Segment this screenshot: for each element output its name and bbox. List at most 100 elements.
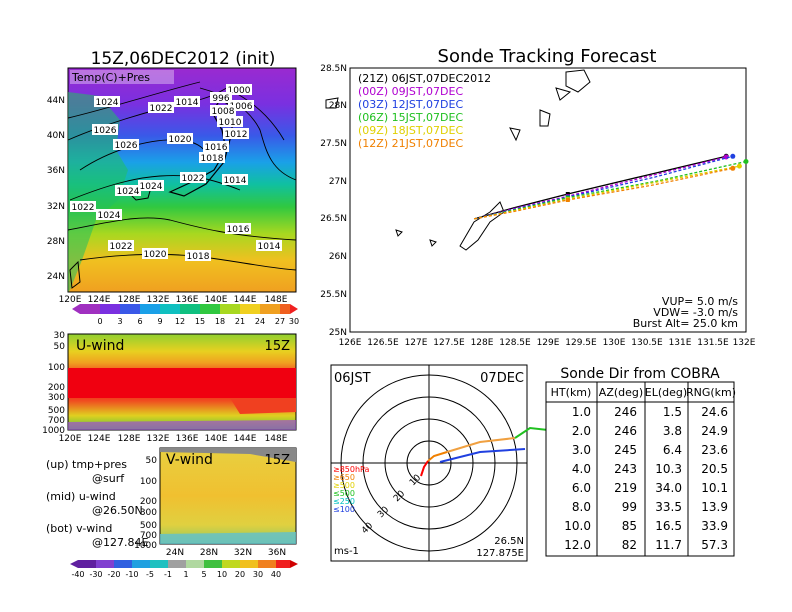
hodo-segment-650 bbox=[427, 451, 448, 462]
hodograph-level-legend: ≥850hPa ≥650 ≥500 ≤500 ≤250 ≤100 bbox=[333, 465, 370, 514]
level-entry: ≥500 bbox=[333, 481, 355, 490]
isobar-label: 1018 bbox=[199, 152, 225, 164]
lon-tick: 128.5E bbox=[499, 338, 531, 348]
legend-entry: (21Z) 06JST,07DEC2012 bbox=[358, 72, 491, 85]
lon-tick: 130.5E bbox=[631, 338, 663, 348]
table-cell: 3.8 bbox=[663, 424, 682, 438]
lat-tick: 27.5N bbox=[320, 139, 347, 149]
isobar-label: 1024 bbox=[115, 185, 141, 197]
colorbar-label: 20 bbox=[235, 570, 245, 579]
table-row: 10.0 85 16.5 33.9 bbox=[564, 519, 728, 533]
track-legend: (21Z) 06JST,07DEC2012 (00Z) 09JST,07DEC … bbox=[358, 72, 491, 150]
island-outline bbox=[539, 109, 551, 127]
lat-tick: 40N bbox=[47, 131, 65, 141]
pressure-tick: 500 bbox=[140, 521, 157, 531]
colorbar-label: 30 bbox=[289, 317, 299, 326]
pressure-tick: 100 bbox=[140, 477, 157, 487]
svg-text:1000: 1000 bbox=[228, 86, 251, 96]
table-cell: 34.0 bbox=[655, 481, 682, 495]
svg-text:1024: 1024 bbox=[117, 187, 140, 197]
pressure-tick: 300 bbox=[48, 393, 65, 403]
legend-entry: (12Z) 21JST,07DEC bbox=[358, 137, 463, 150]
island-outline bbox=[429, 239, 437, 247]
track-lines bbox=[473, 153, 749, 220]
table-cell: 245 bbox=[614, 443, 637, 457]
isobar-label: 1014 bbox=[174, 96, 200, 108]
lat-tick: 32N bbox=[234, 548, 252, 558]
track-endpoint bbox=[736, 163, 742, 169]
isobar-labels: 1024 1022 1014 1026 1026 1020 1010 1012 … bbox=[70, 84, 282, 262]
hodograph-date: 07DEC bbox=[480, 371, 524, 386]
svg-text:1024: 1024 bbox=[96, 98, 119, 108]
colorbar-label: -10 bbox=[125, 570, 138, 579]
hodo-segment-500 bbox=[446, 437, 516, 453]
colorbar-label: 12 bbox=[175, 317, 185, 326]
table-row: 2.0 246 3.8 24.9 bbox=[572, 424, 728, 438]
svg-text:1018: 1018 bbox=[201, 154, 224, 164]
hodograph-lon: 127.875E bbox=[476, 548, 524, 559]
hodo-segment-upper bbox=[514, 426, 549, 439]
table-cell: 6.0 bbox=[572, 481, 591, 495]
lon-tick: 148E bbox=[265, 295, 288, 305]
lat-tick: 28N bbox=[47, 237, 65, 247]
table-cell: 246 bbox=[614, 424, 637, 438]
panel-notes: (up) tmp+pres @surf (mid) u-wind @26.50N… bbox=[46, 458, 148, 549]
table-cell: 10.1 bbox=[701, 481, 728, 495]
v-wind-time: 15Z bbox=[265, 453, 291, 468]
table-cell: 10.3 bbox=[655, 462, 682, 476]
temp-colorbar-labels: 0 3 6 9 12 15 18 21 24 27 30 bbox=[97, 317, 299, 326]
island-outline bbox=[565, 69, 591, 93]
table-cell: 3.0 bbox=[572, 443, 591, 457]
lon-tick: 132E bbox=[147, 434, 170, 444]
lon-tick: 120E bbox=[59, 295, 82, 305]
table-row: 6.0 219 34.0 10.1 bbox=[572, 481, 728, 495]
hodograph-time: 06JST bbox=[334, 371, 371, 386]
table-cell: 13.9 bbox=[701, 500, 728, 514]
table-cell: 1.0 bbox=[572, 405, 591, 419]
table-row: 1.0 246 1.5 24.6 bbox=[572, 405, 728, 419]
param-line: Burst Alt= 25.0 km bbox=[633, 317, 738, 330]
table-header-cell: AZ(deg) bbox=[599, 386, 643, 399]
level-entry: ≤250 bbox=[333, 497, 355, 506]
table-cell: 24.9 bbox=[701, 424, 728, 438]
lon-tick: 127.5E bbox=[433, 338, 465, 348]
pressure-tick: 200 bbox=[48, 383, 65, 393]
svg-text:1016: 1016 bbox=[205, 143, 228, 153]
table-cell: 1.5 bbox=[663, 405, 682, 419]
track-endpoint bbox=[730, 153, 736, 159]
svg-text:1024: 1024 bbox=[140, 182, 163, 192]
lon-tick: 129.5E bbox=[565, 338, 597, 348]
isobar-label: 1014 bbox=[256, 240, 282, 252]
table-cell: 219 bbox=[614, 481, 637, 495]
svg-text:1022: 1022 bbox=[182, 174, 205, 184]
lat-tick: 24N bbox=[47, 272, 65, 282]
svg-text:1022: 1022 bbox=[72, 203, 95, 213]
pressure-tick: 50 bbox=[54, 342, 66, 352]
pressure-tick: 30 bbox=[54, 331, 66, 341]
note-line: (mid) u-wind bbox=[46, 490, 116, 503]
lon-tick: 131.5E bbox=[697, 338, 729, 348]
pressure-tick: 700 bbox=[140, 531, 157, 541]
isobar-label: 1022 bbox=[70, 201, 96, 213]
u-wind-title: U-wind bbox=[76, 338, 124, 354]
table-cell: 99 bbox=[622, 500, 637, 514]
lon-tick: 140E bbox=[205, 434, 228, 444]
table-title: Sonde Dir from COBRA bbox=[560, 366, 720, 382]
island-outline bbox=[325, 97, 339, 109]
isobar-label: 1022 bbox=[108, 240, 134, 252]
taiwan-coastline bbox=[69, 260, 81, 289]
v-wind-title: V-wind bbox=[166, 452, 213, 468]
svg-text:1018: 1018 bbox=[187, 252, 210, 262]
u-wind-time: 15Z bbox=[265, 339, 291, 354]
isobar-label: 1020 bbox=[142, 248, 168, 260]
lat-tick: 28N bbox=[200, 548, 218, 558]
wind-colorbar-labels: -40 -30 -20 -10 -5 -1 1 5 10 20 30 40 bbox=[71, 570, 281, 579]
lat-tick: 44N bbox=[47, 96, 65, 106]
table-cell: 10.0 bbox=[564, 519, 591, 533]
svg-text:1020: 1020 bbox=[169, 135, 192, 145]
lat-tick: 36N bbox=[268, 548, 286, 558]
svg-text:1014: 1014 bbox=[176, 98, 199, 108]
colorbar-label: -40 bbox=[71, 570, 84, 579]
table-cell: 2.0 bbox=[572, 424, 591, 438]
